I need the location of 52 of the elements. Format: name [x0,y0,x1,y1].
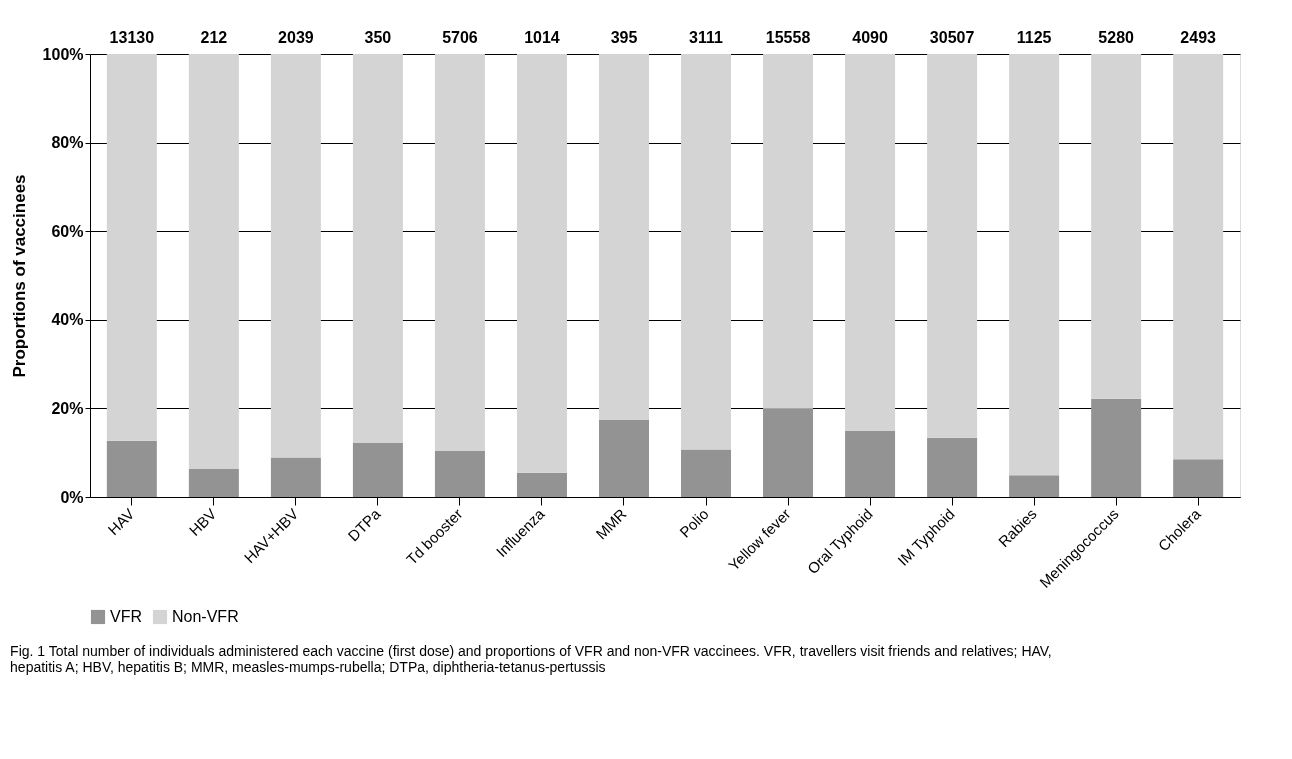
bar [927,54,978,438]
bar [434,450,485,497]
bar [1009,475,1060,497]
bar [516,54,567,473]
annotation: 3111 [689,29,724,46]
y-tick-label: 20% [51,399,84,417]
y-tick-label: 60% [51,222,84,240]
bar [270,54,321,458]
bar [681,54,732,450]
y-axis-title: Proportions of vaccinees [9,174,29,378]
bar [1173,54,1224,460]
bar [434,54,485,451]
bar [270,457,321,497]
bar [106,54,157,441]
annotation: 2493 [1180,29,1217,46]
bar [763,54,814,409]
bar [598,419,649,497]
bar [927,437,978,497]
y-tick-label: 40% [51,311,84,329]
bar [1091,398,1142,497]
legend-label: VFR [110,608,142,625]
bar [845,54,896,431]
annotation: 13130 [109,29,155,46]
bar [1091,54,1142,399]
bar [1009,54,1060,476]
bar [516,472,567,497]
annotation: 30507 [929,29,975,46]
caption: Fig. 1 Total number of individuals administered each vaccine (first dose) and proportions of VFR and non-VFR vaccinees. VFR, travellers visit friends and relatives; HAV, hepatitis A; HBV, hepatitis B; MMR, measles-mumps-rubella; DTPa, diphtheria-tetanus-pertussis [10,643,1052,675]
annotation: 350 [364,29,392,46]
bar [1173,459,1224,497]
bar [845,430,896,497]
bar [763,408,814,497]
annotation: 2039 [278,29,314,46]
y-tick-label: 0% [60,488,84,506]
annotation: 212 [200,29,228,46]
y-tick-label: 100% [42,45,84,63]
bar [352,442,403,497]
annotation: 4090 [852,29,888,46]
annotation: 5280 [1098,29,1135,46]
bar [188,469,239,497]
y-tick-label: 80% [51,134,84,152]
annotation: 395 [610,29,638,46]
legend-label: Non-VFR [172,608,239,625]
annotation: 1125 [1016,29,1052,46]
annotation: 5706 [442,29,478,46]
bar [681,449,732,497]
bar [106,440,157,497]
bar [188,54,239,470]
annotation: 15558 [765,29,811,46]
bar [352,54,403,443]
annotation: 1014 [524,29,560,46]
bar [598,54,649,420]
